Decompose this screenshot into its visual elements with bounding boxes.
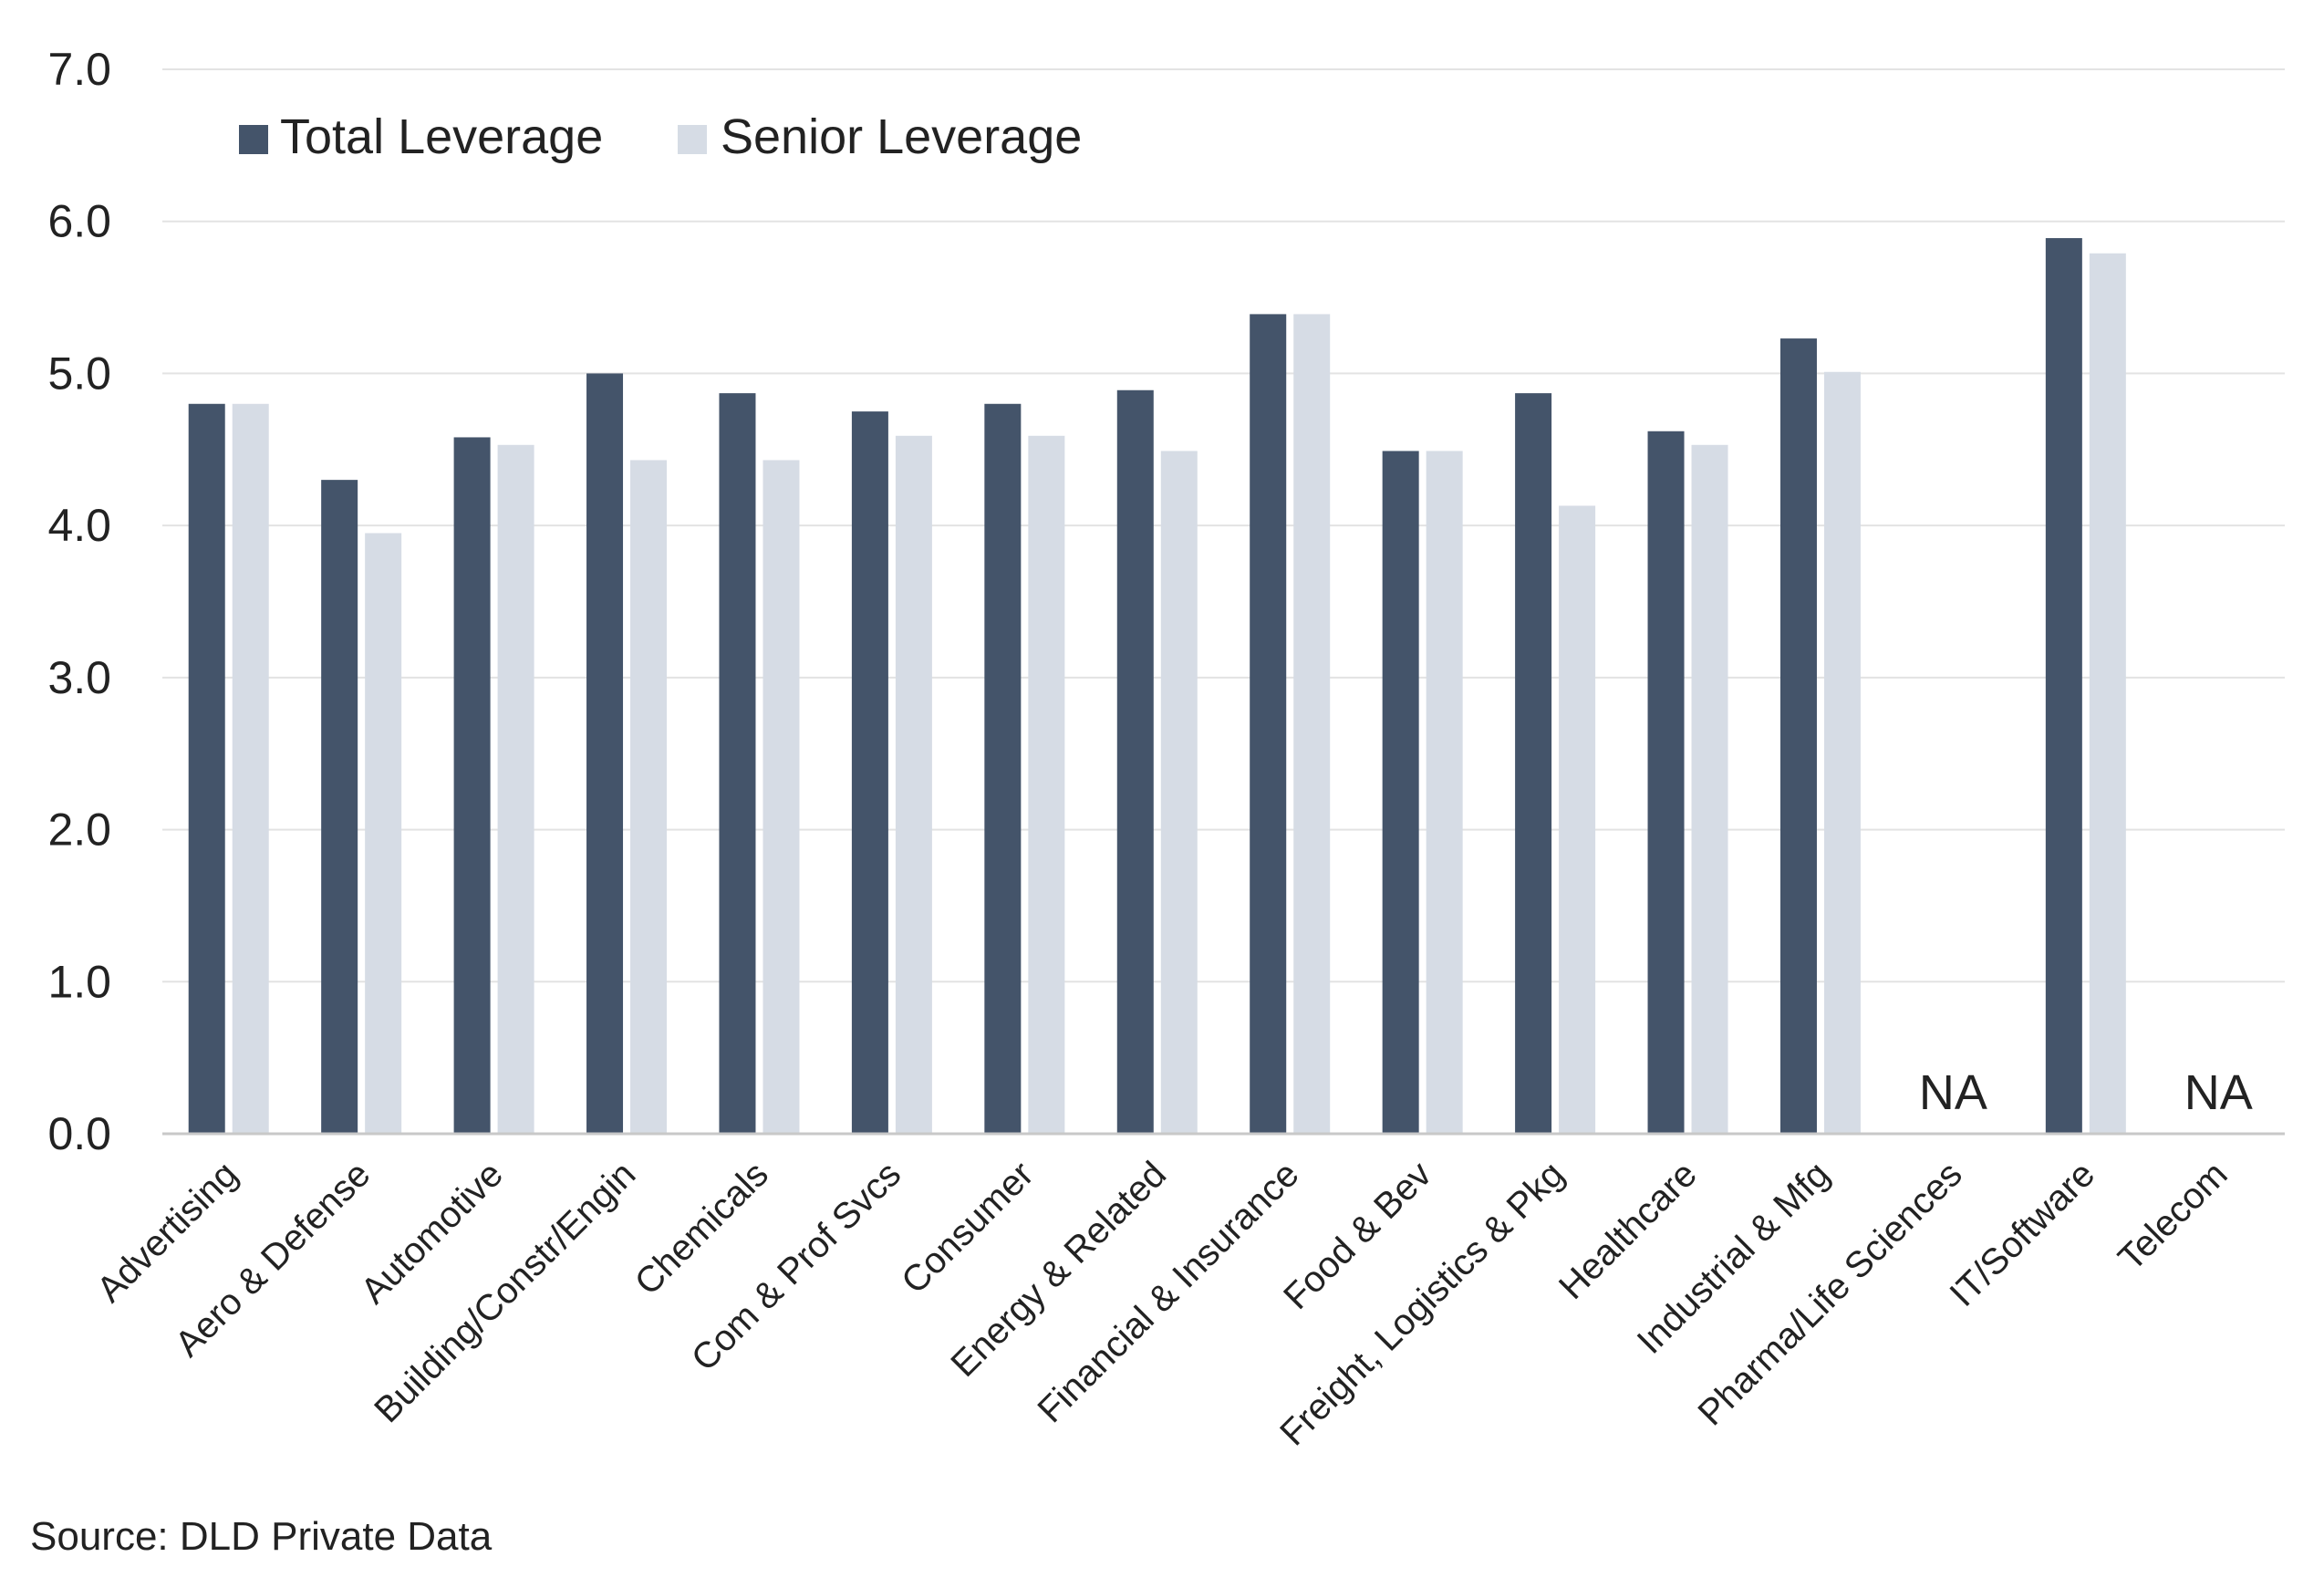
bar-total-leverage bbox=[321, 480, 358, 1134]
bar-senior-leverage bbox=[1160, 451, 1198, 1134]
legend-swatch-senior bbox=[678, 125, 707, 154]
bar-total-leverage bbox=[1382, 451, 1419, 1134]
category-label: Pharma/Life Sciences bbox=[1691, 1154, 1970, 1433]
y-tick-label: 3.0 bbox=[47, 652, 111, 703]
y-tick-label: 5.0 bbox=[47, 348, 111, 399]
bar-senior-leverage bbox=[1426, 451, 1463, 1134]
bar-senior-leverage bbox=[497, 444, 534, 1134]
bar-total-leverage bbox=[1647, 431, 1685, 1134]
bar-total-leverage bbox=[1779, 338, 1817, 1134]
bar-total-leverage bbox=[1116, 389, 1154, 1134]
y-axis-ticks: 0.0 1.0 2.0 3.0 4.0 5.0 6.0 7.0 bbox=[47, 44, 111, 1159]
na-annotation: NA bbox=[2184, 1065, 2253, 1120]
na-annotations: NA NA bbox=[1919, 1065, 2253, 1120]
bar-senior-leverage bbox=[630, 460, 668, 1135]
y-tick-label: 4.0 bbox=[47, 500, 111, 551]
bar-senior-leverage bbox=[232, 403, 269, 1134]
bar-total-leverage bbox=[1250, 314, 1287, 1134]
category-label: Building/Constr/Engin bbox=[367, 1154, 643, 1430]
legend-label: Senior Leverage bbox=[721, 109, 1082, 164]
bar-senior-leverage bbox=[1691, 444, 1728, 1134]
category-label: Financial & Insurance bbox=[1030, 1154, 1306, 1430]
bar-senior-leverage bbox=[2089, 253, 2126, 1135]
bar-total-leverage bbox=[719, 393, 756, 1134]
bar-total-leverage bbox=[453, 437, 491, 1134]
na-annotation: NA bbox=[1919, 1065, 1987, 1120]
y-tick-label: 2.0 bbox=[47, 804, 111, 856]
bar-senior-leverage bbox=[1028, 435, 1065, 1134]
bar-total-leverage bbox=[984, 403, 1022, 1134]
source-note: Source: DLD Private Data bbox=[30, 1514, 493, 1559]
bar-total-leverage bbox=[1515, 393, 1552, 1134]
bar-senior-leverage bbox=[763, 460, 800, 1135]
bar-total-leverage bbox=[851, 411, 888, 1134]
bars bbox=[188, 238, 2126, 1135]
y-tick-label: 7.0 bbox=[47, 44, 111, 95]
y-tick-label: 6.0 bbox=[47, 196, 111, 247]
bar-senior-leverage bbox=[1559, 505, 1596, 1134]
category-label: Telecom bbox=[2111, 1154, 2235, 1278]
legend-swatch-total bbox=[239, 125, 268, 154]
y-tick-label: 1.0 bbox=[47, 956, 111, 1007]
legend: Total Leverage Senior Leverage bbox=[239, 109, 1082, 164]
category-label: IT/Software bbox=[1942, 1154, 2102, 1314]
bar-senior-leverage bbox=[1823, 371, 1861, 1134]
bar-senior-leverage bbox=[365, 533, 402, 1134]
legend-label: Total Leverage bbox=[280, 109, 603, 164]
bar-total-leverage bbox=[586, 373, 624, 1134]
bar-total-leverage bbox=[188, 403, 225, 1134]
bar-senior-leverage bbox=[895, 435, 932, 1134]
bar-total-leverage bbox=[2045, 238, 2082, 1134]
bar-senior-leverage bbox=[1293, 314, 1331, 1134]
y-tick-label: 0.0 bbox=[47, 1108, 111, 1159]
